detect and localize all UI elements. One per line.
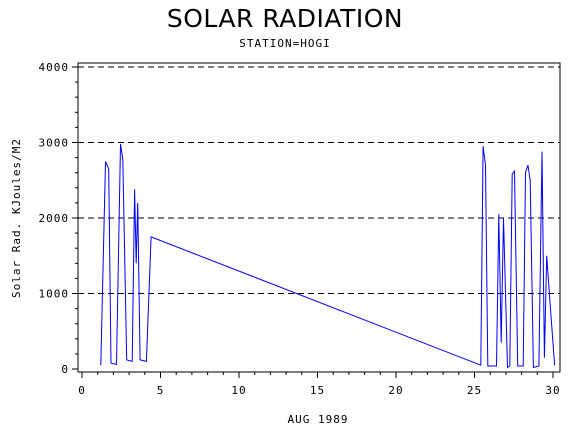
x-tick-label: 5 <box>157 384 165 397</box>
chart-subtitle: STATION=HOGI <box>239 37 331 50</box>
y-tick-label: 0 <box>61 363 69 376</box>
y-tick-label: 1000 <box>39 288 70 301</box>
data-series <box>100 143 556 369</box>
x-tick-label: 25 <box>467 384 482 397</box>
x-tick-label: 0 <box>78 384 86 397</box>
x-axis: 0 5 10 15 20 25 30 <box>78 372 560 397</box>
y-axis-label: Solar Rad. KJoules/M2 <box>10 138 23 298</box>
y-axis: 0 1000 2000 3000 4000 <box>39 61 78 376</box>
y-tick-label: 4000 <box>39 61 70 74</box>
gridlines <box>78 66 560 294</box>
series-line <box>100 143 556 369</box>
x-axis-label: AUG 1989 <box>288 413 349 426</box>
chart-title: SOLAR RADIATION <box>166 4 404 33</box>
x-tick-label: 15 <box>310 384 325 397</box>
y-tick-label: 2000 <box>39 212 70 225</box>
x-tick-label: 10 <box>231 384 246 397</box>
x-tick-label: 30 <box>545 384 560 397</box>
x-tick-label: 20 <box>388 384 403 397</box>
y-tick-label: 3000 <box>39 137 70 150</box>
